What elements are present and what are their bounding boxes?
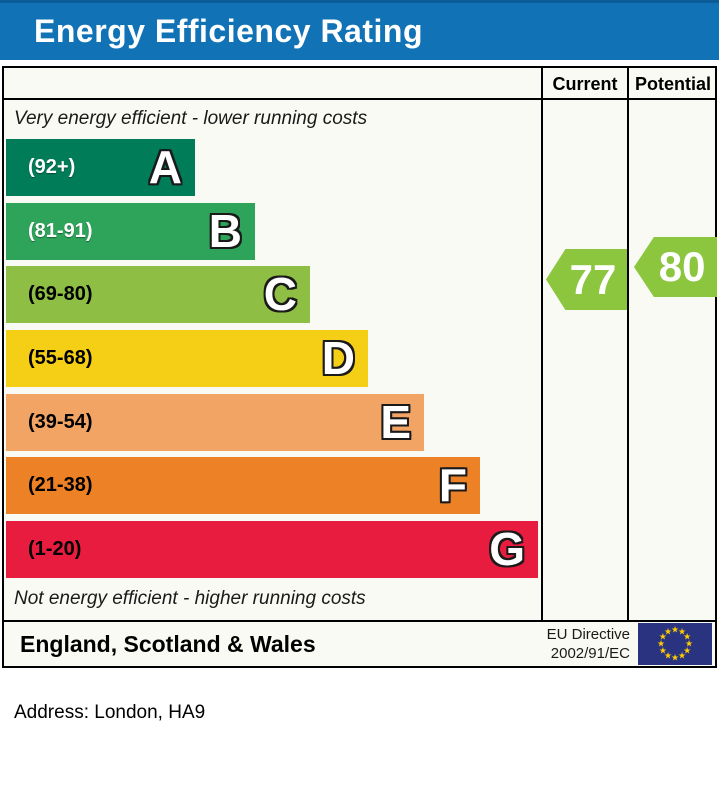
band-row-f: (21-38) F [6,457,480,514]
eu-star-icon: ★ [683,645,692,656]
band-row-d: (55-68) D [6,330,368,387]
eu-star-icon: ★ [677,626,687,637]
band-range-label: (69-80) [28,283,93,305]
column-divider-potential [627,66,629,622]
title-bar: Energy Efficiency Rating [0,0,719,60]
eu-directive-line1: EU Directive [546,626,630,643]
column-header-current: Current [552,74,618,94]
column-divider-current [541,66,543,622]
eu-star-icon: ★ [658,631,667,642]
eu-star-icon: ★ [677,650,687,661]
eu-star-icon: ★ [663,650,673,661]
eu-star-icon: ★ [656,638,666,649]
eu-star-icon: ★ [683,631,692,642]
band-row-g: (1-20) G [6,521,538,578]
band-range-label: (1-20) [28,538,82,560]
eu-star-icon: ★ [658,645,667,656]
band-row-e: (39-54) E [6,394,424,451]
eu-star-icon: ★ [670,624,680,635]
band-row-b: (81-91) B [6,203,255,260]
band-range-label: (39-54) [28,411,93,433]
eu-star-icon: ★ [684,638,694,649]
band-range-label: (81-91) [28,220,93,242]
band-letter: A [148,141,182,193]
band-row-a: (92+) A [6,139,195,196]
eu-star-icon: ★ [663,626,673,637]
band-letter: D [321,332,355,384]
eu-directive-line2: 2002/91/EC [550,645,630,662]
band-letter: E [380,396,411,448]
page-title: Energy Efficiency Rating [34,13,423,49]
potential-rating-value: 80 [658,243,706,290]
band-range-label: (21-38) [28,474,93,496]
current-rating-value: 77 [569,255,617,303]
eu-star-icon: ★ [670,652,680,663]
band-row-c: (69-80) C [6,266,310,323]
note-not-efficient: Not energy efficient - higher running co… [14,588,366,609]
band-range-label: (55-68) [28,347,93,369]
band-letter: F [438,459,467,511]
footer-strip: England, Scotland & Wales [2,620,717,668]
region-label: England, Scotland & Wales [20,630,316,657]
band-letter: C [263,268,297,320]
eu-directive-text: EU Directive 2002/91/EC [547,625,630,663]
address-line: Address: London, HA9 [14,702,206,723]
eu-flag-icon: ★ ★ ★ ★ ★ ★ ★ ★ ★ ★ ★ ★ [638,623,712,665]
band-range-label: (92+) [28,156,76,178]
column-header-potential: Potential [634,74,711,94]
band-letter: B [208,205,242,257]
band-letter: G [489,523,525,575]
current-rating-arrow: 77 [546,249,627,310]
potential-rating-arrow: 80 [634,237,717,297]
header-row-divider [2,98,717,100]
note-very-efficient: Very energy efficient - lower running co… [14,108,368,129]
